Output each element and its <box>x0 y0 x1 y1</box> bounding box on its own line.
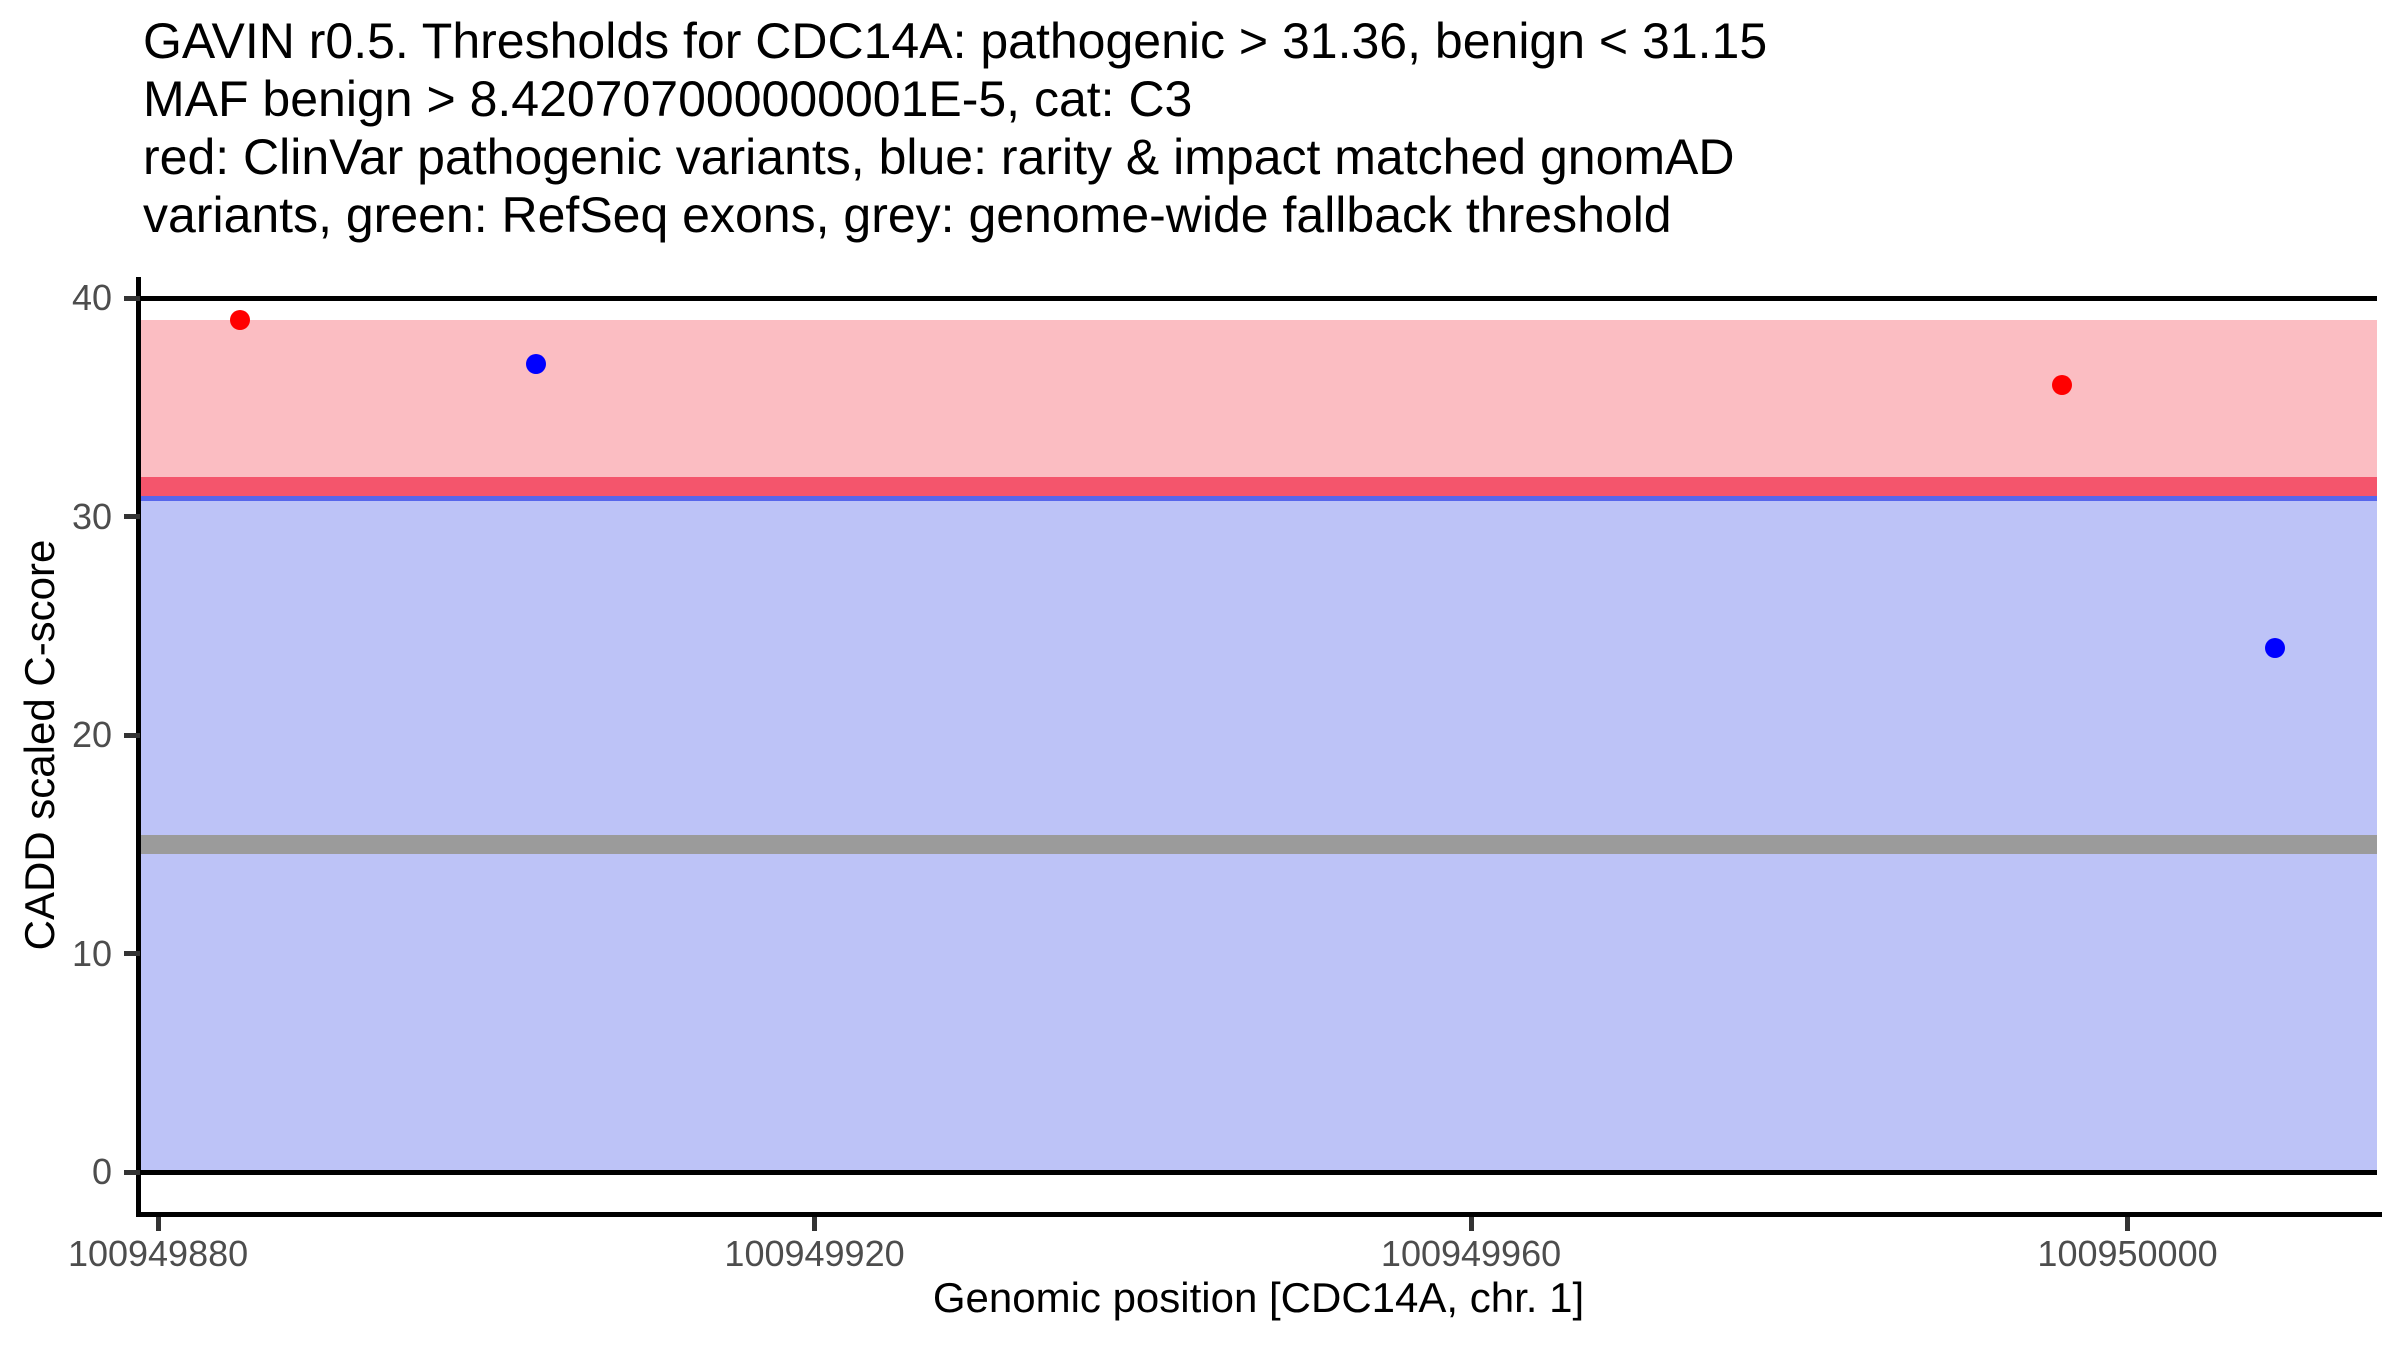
score-bound-line <box>140 295 2377 301</box>
y-tick-mark <box>124 1169 140 1175</box>
y-tick-mark <box>124 295 140 301</box>
y-tick-label: 30 <box>71 495 112 537</box>
x-tick-mark <box>812 1217 818 1231</box>
benign-score-region <box>140 491 2377 1172</box>
y-tick-label: 40 <box>71 277 112 318</box>
gnomad-matched-variant-point <box>2265 637 2286 658</box>
x-tick-label: 100949880 <box>67 1233 249 1274</box>
y-tick-label: 10 <box>71 932 112 974</box>
chart-title: GAVIN r0.5. Thresholds for CDC14A: patho… <box>143 12 1767 244</box>
y-tick-mark <box>124 514 140 519</box>
title-line-4: variants, green: RefSeq exons, grey: gen… <box>143 187 1672 243</box>
title-line-2: MAF benign > 8.420707000000001E-5, cat: … <box>143 71 1193 127</box>
x-tick-mark <box>1468 1217 1474 1231</box>
score-bound-line <box>140 1169 2377 1175</box>
title-line-3: red: ClinVar pathogenic variants, blue: … <box>143 129 1735 185</box>
x-tick-label: 100949920 <box>724 1233 905 1274</box>
y-tick-mark <box>124 732 140 738</box>
x-axis-title: Genomic position [CDC14A, chr. 1] <box>932 1274 1585 1321</box>
x-tick-mark <box>2125 1217 2131 1231</box>
clinvar-pathogenic-variant-point <box>2051 375 2072 396</box>
gnomad-matched-variant-point <box>525 353 546 374</box>
pathogenic-score-region <box>140 319 2377 487</box>
y-tick-mark <box>124 951 140 956</box>
x-tick-label: 100950000 <box>2037 1233 2218 1274</box>
pathogenic-threshold-line <box>140 477 2377 497</box>
plot-panel <box>140 279 2377 1212</box>
x-tick-label: 100949960 <box>1380 1233 1562 1274</box>
y-axis-line <box>136 277 141 1217</box>
x-axis-line <box>136 1212 2382 1217</box>
genome-wide-fallback-threshold-line <box>140 834 2377 854</box>
title-line-1: GAVIN r0.5. Thresholds for CDC14A: patho… <box>143 13 1768 69</box>
y-tick-label: 20 <box>71 714 112 755</box>
x-tick-mark <box>155 1217 161 1231</box>
clinvar-pathogenic-variant-point <box>230 309 251 330</box>
y-tick-label: 0 <box>91 1151 112 1192</box>
